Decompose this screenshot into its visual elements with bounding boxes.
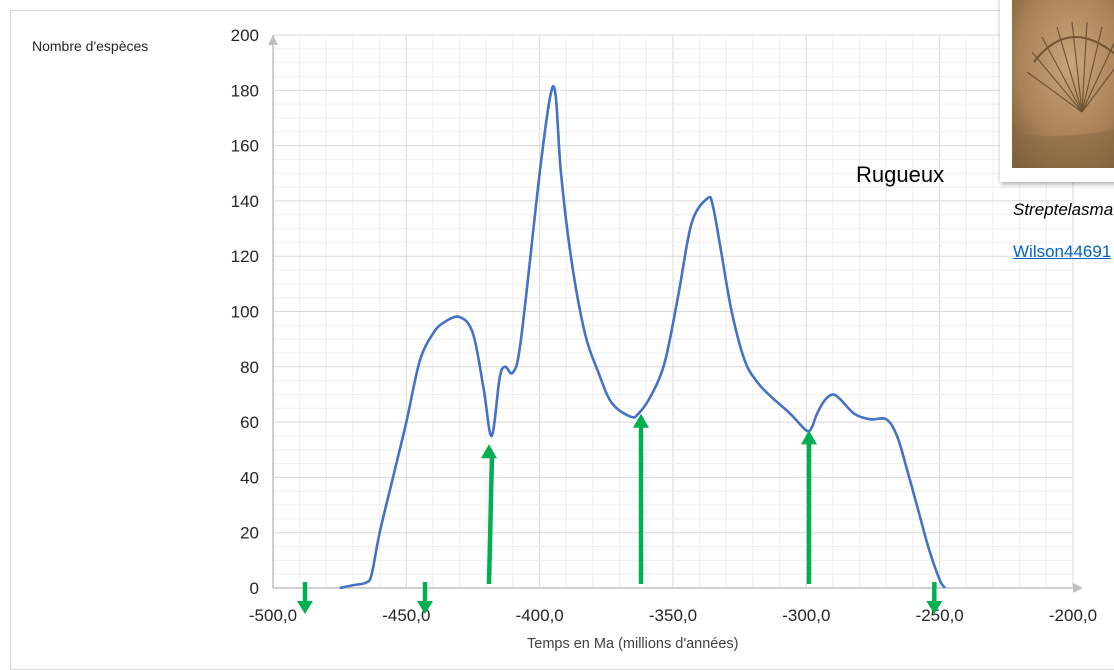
x-tick-label: -300,0	[782, 606, 830, 625]
y-tick-label: 200	[231, 26, 259, 45]
y-axis-arrowhead	[268, 35, 278, 45]
x-axis-arrowhead	[1073, 583, 1083, 593]
y-tick-label: 0	[250, 579, 259, 598]
y-axis-title: Nombre d'espèces	[32, 38, 149, 54]
extinction-arrowhead-down	[297, 601, 313, 614]
fossil-image	[1012, 0, 1114, 168]
y-tick-label: 140	[231, 192, 259, 211]
y-tick-label: 20	[240, 524, 259, 543]
x-tick-label: -350,0	[649, 606, 697, 625]
extinction-arrowhead-up	[633, 413, 649, 428]
x-tick-label: -500,0	[249, 606, 297, 625]
x-tick-label: -200,0	[1049, 606, 1097, 625]
y-tick-label: 160	[231, 137, 259, 156]
y-tick-label: 120	[231, 247, 259, 266]
x-tick-label: -450,0	[382, 606, 430, 625]
author-link[interactable]: Wilson44691	[1013, 242, 1112, 261]
x-tick-label: -250,0	[916, 606, 964, 625]
y-tick-label: 180	[231, 81, 259, 100]
x-axis-title: Temps en Ma (millions d'années)	[527, 636, 739, 652]
extinction-arrowhead-up	[481, 444, 497, 459]
y-tick-label: 100	[231, 303, 259, 322]
y-tick-label: 40	[240, 468, 259, 487]
species-caption: Streptelasma	[1013, 200, 1114, 219]
x-tick-label: -400,0	[516, 606, 564, 625]
y-tick-label: 60	[240, 413, 259, 432]
line-chart: 0 20 40 60 80 100 120 140 160 180 200 -500,0 -450,0 -…	[231, 26, 1097, 625]
rugueux-label: Rugueux	[856, 162, 945, 187]
extinction-arrowhead-down	[926, 601, 943, 614]
species-curve	[339, 84, 947, 590]
extinction-arrowhead-down	[417, 601, 433, 614]
y-tick-label: 80	[240, 358, 259, 377]
fossil-photo	[1000, 0, 1114, 182]
extinction-arrow-up	[486, 454, 495, 585]
extinction-arrowhead-up	[801, 430, 817, 445]
